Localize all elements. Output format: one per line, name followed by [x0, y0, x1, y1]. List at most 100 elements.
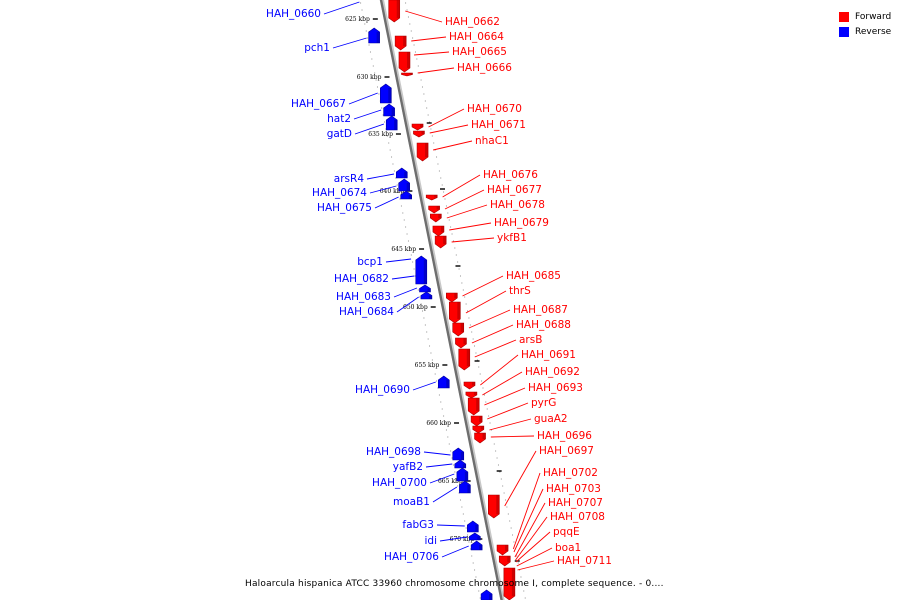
gene-arrow[interactable] [395, 167, 408, 179]
gene-arrow[interactable] [416, 142, 429, 162]
forward-gene-label[interactable]: pqqE [553, 526, 580, 538]
guide-dot [441, 184, 443, 186]
forward-gene-label[interactable]: HAH_0693 [528, 382, 583, 394]
reverse-gene-label[interactable]: HAH_0674 [312, 187, 367, 199]
gene-arrow[interactable] [425, 194, 438, 201]
gene-arrow[interactable] [474, 432, 486, 444]
forward-gene-label[interactable]: HAH_0666 [457, 62, 512, 74]
forward-gene-label[interactable]: HAH_0692 [525, 366, 580, 378]
reverse-gene-label[interactable]: arsR4 [334, 173, 365, 185]
gene-arrow[interactable] [388, 0, 401, 23]
gene-arrow[interactable] [394, 35, 407, 51]
forward-gene-label[interactable]: HAH_0665 [452, 46, 507, 58]
reverse-gene-label[interactable]: idi [425, 535, 438, 547]
gene-arrow[interactable] [452, 447, 465, 461]
reverse-gene-label[interactable]: pch1 [304, 42, 330, 54]
gene-arrow[interactable] [467, 397, 480, 416]
forward-gene-label[interactable]: HAH_0696 [537, 430, 592, 442]
forward-gene-label[interactable]: HAH_0677 [487, 184, 542, 196]
forward-gene-label[interactable]: HAH_0664 [449, 31, 504, 43]
forward-gene-label[interactable]: HAH_0670 [467, 103, 522, 115]
reverse-gene-label[interactable]: HAH_0698 [366, 446, 421, 458]
forward-gene-label[interactable]: HAH_0707 [548, 497, 603, 509]
gene-arrow[interactable] [454, 459, 467, 469]
gene-arrow[interactable] [400, 190, 413, 200]
gene-arrow[interactable] [446, 292, 458, 303]
gene-arrow[interactable] [452, 322, 465, 337]
gene-arrow[interactable] [420, 291, 433, 300]
gene-arrow[interactable] [469, 532, 481, 541]
label-leader [471, 324, 514, 344]
gene-arrow[interactable] [368, 27, 380, 44]
forward-gene-label[interactable]: arsB [519, 334, 542, 346]
forward-gene-label[interactable]: HAH_0688 [516, 319, 571, 331]
forward-gene-label[interactable]: HAH_0671 [471, 119, 526, 131]
gene-arrow[interactable] [449, 301, 461, 324]
gene-arrow[interactable] [488, 494, 500, 519]
gene-arrow[interactable] [458, 348, 471, 371]
forward-gene-label[interactable]: thrS [509, 285, 531, 297]
gene-arrow[interactable] [428, 205, 440, 214]
gene-arrow[interactable] [472, 425, 485, 434]
gene-arrow[interactable] [470, 415, 483, 427]
reverse-gene-label[interactable]: fabG3 [402, 519, 434, 531]
reverse-gene-label[interactable]: moaB1 [393, 496, 430, 508]
forward-gene-label[interactable]: guaA2 [534, 413, 568, 425]
gene-arrow[interactable] [503, 567, 516, 600]
reverse-gene-label[interactable]: HAH_0667 [291, 98, 346, 110]
forward-gene-label[interactable]: HAH_0687 [513, 304, 568, 316]
reverse-gene-label[interactable]: bcp1 [357, 256, 383, 268]
reverse-gene-label[interactable]: HAH_0660 [266, 8, 321, 20]
guide-dot [388, 142, 390, 144]
reverse-gene-label[interactable]: hat2 [327, 113, 351, 125]
forward-gene-label[interactable]: HAH_0708 [550, 511, 605, 523]
gene-arrow[interactable] [455, 337, 467, 349]
forward-gene-label[interactable]: nhaC1 [475, 135, 509, 147]
forward-gene-label[interactable]: boa1 [555, 542, 581, 554]
gene-arrow[interactable] [480, 589, 493, 600]
reverse-gene-label[interactable]: yafB2 [393, 461, 423, 473]
gene-arrow[interactable] [380, 83, 392, 104]
gene-arrow[interactable] [498, 555, 511, 567]
forward-gene-label[interactable]: HAH_0702 [543, 467, 598, 479]
forward-gene-label[interactable]: HAH_0662 [445, 16, 500, 28]
reverse-gene-label[interactable]: HAH_0683 [336, 291, 391, 303]
gene-arrow[interactable] [465, 391, 478, 399]
forward-gene-label[interactable]: HAH_0685 [506, 270, 561, 282]
forward-gene-label[interactable]: HAH_0678 [490, 199, 545, 211]
forward-gene-label[interactable]: HAH_0679 [494, 217, 549, 229]
reverse-gene-label[interactable]: gatD [327, 128, 352, 140]
gene-arrow[interactable] [470, 540, 483, 551]
forward-gene-label[interactable]: HAH_0711 [557, 555, 612, 567]
forward-gene-label[interactable]: HAH_0697 [539, 445, 594, 457]
gene-arrow[interactable] [419, 284, 431, 293]
forward-gene-label[interactable]: HAH_0703 [546, 483, 601, 495]
forward-gene-label[interactable]: HAH_0691 [521, 349, 576, 361]
forward-gene-label[interactable]: HAH_0676 [483, 169, 538, 181]
gene-arrow[interactable] [467, 520, 479, 533]
gene-arrow[interactable] [463, 381, 476, 390]
gene-arrow[interactable] [385, 115, 398, 131]
gene-arrow[interactable] [496, 544, 509, 556]
gene-arrow[interactable] [434, 235, 447, 249]
gene-arrow[interactable] [432, 225, 445, 237]
gene-arrow[interactable] [383, 103, 395, 117]
reverse-gene-label[interactable]: HAH_0706 [384, 551, 439, 563]
gene-arrow[interactable] [398, 51, 411, 73]
gene-arrow[interactable] [413, 130, 425, 138]
gene-arrow[interactable] [456, 467, 469, 482]
reverse-gene-label[interactable]: HAH_0684 [339, 306, 394, 318]
reverse-gene-label[interactable]: HAH_0690 [355, 384, 410, 396]
reverse-gene-label[interactable]: HAH_0682 [334, 273, 389, 285]
gene-arrow[interactable] [437, 375, 450, 389]
gene-arrow[interactable] [401, 72, 413, 77]
gene-arrow[interactable] [415, 255, 428, 285]
reverse-gene-label[interactable]: HAH_0700 [372, 477, 427, 489]
gene-arrow[interactable] [411, 123, 424, 131]
gene-arrow[interactable] [430, 213, 442, 223]
forward-gene-label[interactable]: ykfB1 [497, 232, 527, 244]
gene-arrow[interactable] [459, 480, 471, 494]
forward-gene-label[interactable]: pyrG [531, 397, 556, 409]
gene-arrow[interactable] [398, 178, 410, 192]
reverse-gene-label[interactable]: HAH_0675 [317, 202, 372, 214]
